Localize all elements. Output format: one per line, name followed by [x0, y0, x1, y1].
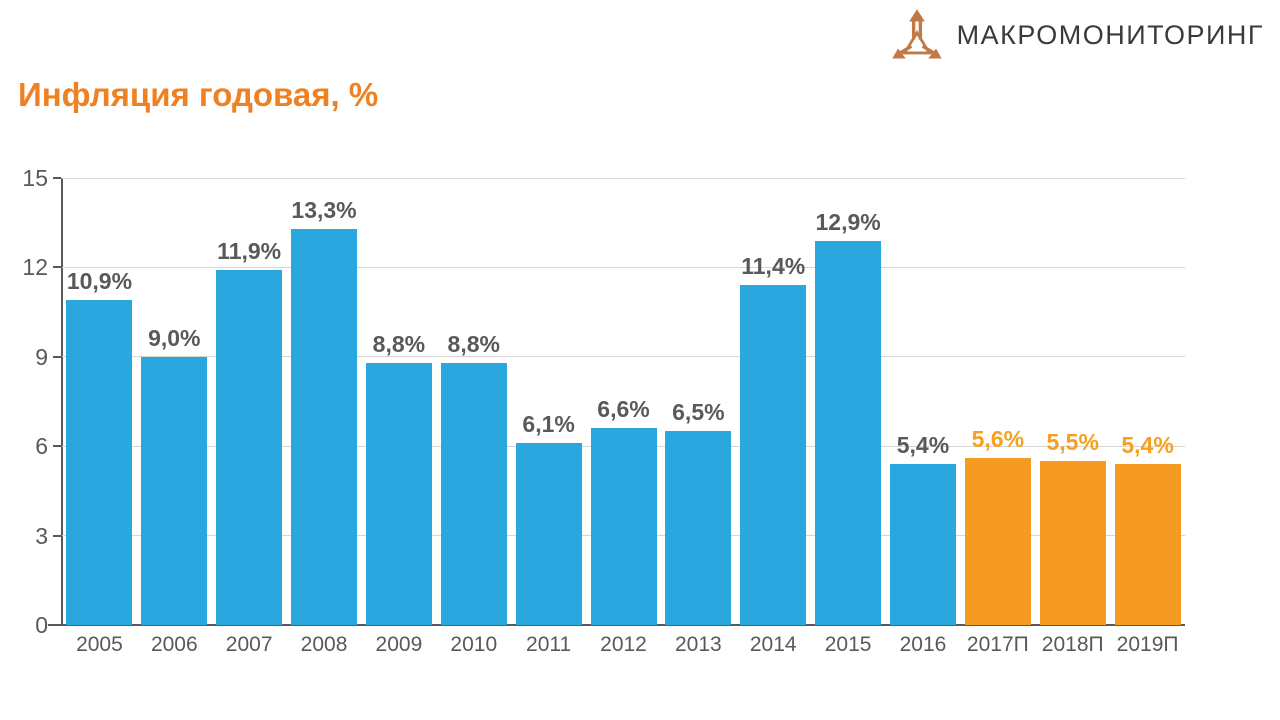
three-arrows-trident-icon [892, 9, 942, 59]
value-label-2014: 11,4% [741, 253, 806, 280]
x-axis-label-2018П: 2018П [1041, 633, 1104, 656]
value-label-2009: 8,8% [372, 330, 426, 357]
y-axis-label-9: 9 [35, 343, 48, 370]
x-axis-line [48, 624, 1185, 626]
y-axis-label-15: 15 [22, 165, 48, 191]
y-axis-tick-15 [53, 177, 61, 179]
value-label-2005: 10,9% [66, 268, 133, 295]
x-axis-label-2010: 2010 [450, 633, 498, 656]
x-axis-label-2019П: 2019П [1116, 633, 1179, 656]
value-label-2011: 6,1% [522, 411, 575, 438]
x-axis-label-2007: 2007 [225, 633, 273, 656]
value-label-2015: 12,9% [815, 208, 881, 235]
value-label-2016: 5,4% [896, 432, 950, 459]
bar-2016 [889, 464, 956, 625]
x-axis-label-2014: 2014 [749, 633, 797, 656]
x-axis-label-2015: 2015 [824, 633, 872, 656]
value-label-2018П: 5,5% [1046, 429, 1099, 456]
bar-2015 [815, 240, 882, 625]
bar-2012 [590, 428, 657, 625]
value-label-2007: 11,9% [217, 238, 282, 265]
bar-2019П [1114, 464, 1181, 625]
plot-area: 0 3 6 9 12 15 10,9% 2005 9,0% 2006 11,9% 2007 13,3% 2… [22, 165, 1185, 656]
y-axis-label-6: 6 [35, 433, 48, 460]
chart-title: Инфляция годовая, % [18, 76, 379, 113]
y-axis-tick-3 [53, 534, 61, 537]
gridline-y-9 [62, 356, 1185, 358]
bar-2005 [66, 300, 133, 625]
x-axis-label-2006: 2006 [150, 633, 198, 656]
x-axis-label-2009: 2009 [375, 633, 423, 656]
x-axis-label-2005: 2005 [76, 633, 123, 656]
value-label-2013: 6,5% [672, 399, 725, 426]
y-axis-line [61, 178, 63, 625]
value-label-2008: 13,3% [291, 196, 357, 223]
logo-text: МАКРОМОНИТОРИНГ [956, 19, 1264, 50]
bar-2006 [141, 356, 208, 625]
y-axis-label-12: 12 [22, 254, 48, 281]
bar-2007 [216, 270, 283, 625]
x-axis-label-2013: 2013 [675, 633, 722, 656]
value-label-2012: 6,6% [597, 396, 650, 423]
bar-2014 [740, 285, 807, 625]
y-axis-tick-6 [53, 445, 61, 448]
bar-2018П [1039, 461, 1106, 625]
value-label-2006: 9,0% [148, 324, 201, 351]
bar-2010 [440, 362, 507, 625]
x-axis-label-2017П: 2017П [966, 633, 1029, 656]
bar-2011 [515, 443, 582, 625]
logo: МАКРОМОНИТОРИНГ [889, 6, 1264, 64]
y-axis-tick-0 [53, 624, 61, 626]
bar-2008 [291, 228, 358, 625]
y-axis-tick-9 [53, 355, 61, 358]
bar-2013 [665, 431, 732, 625]
value-label-2017П: 5,6% [971, 426, 1025, 453]
x-axis-label-2012: 2012 [600, 633, 647, 656]
x-axis-label-2016: 2016 [899, 633, 947, 656]
x-axis-label-2008: 2008 [300, 633, 348, 656]
x-axis-label-2011: 2011 [526, 633, 572, 656]
y-axis-label-3: 3 [35, 522, 48, 549]
value-label-2019П: 5,4% [1121, 432, 1174, 459]
gridline-y-15 [62, 177, 1185, 179]
bar-2017П [964, 458, 1031, 625]
bar-2009 [365, 362, 432, 625]
y-axis-tick-12 [53, 266, 61, 269]
gridline-y-12 [62, 266, 1185, 268]
value-label-2010: 8,8% [447, 330, 500, 357]
y-axis-label-0: 0 [35, 612, 48, 638]
